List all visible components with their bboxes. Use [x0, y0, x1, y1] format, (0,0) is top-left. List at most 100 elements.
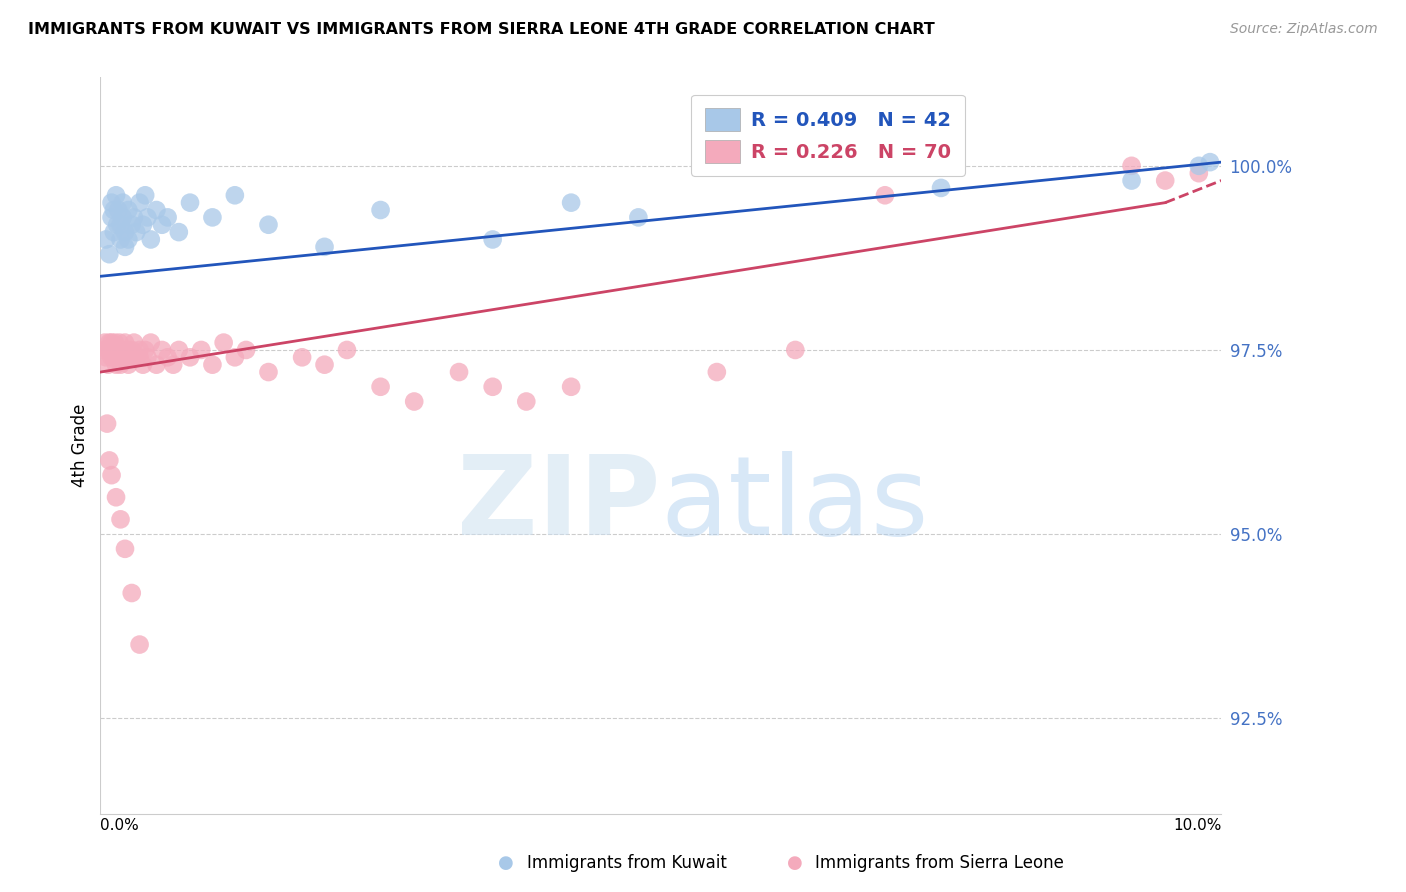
Point [1199, 155, 1222, 169]
Point [117, 232, 139, 246]
Point [110, 343, 132, 357]
Point [224, 188, 246, 202]
Text: atlas: atlas [661, 451, 929, 558]
Point [128, 638, 150, 652]
Text: Source: ZipAtlas.com: Source: ZipAtlas.com [1230, 22, 1378, 37]
Point [314, 240, 336, 254]
Point [627, 211, 650, 225]
Point [150, 218, 173, 232]
Point [1188, 166, 1211, 180]
Point [201, 211, 224, 225]
Point [1154, 173, 1177, 187]
Point [121, 218, 143, 232]
Point [98, 247, 121, 261]
Point [110, 232, 132, 246]
Point [481, 232, 503, 246]
Point [257, 365, 280, 379]
Point [224, 351, 246, 365]
Point [110, 512, 132, 526]
Point [132, 358, 155, 372]
Point [103, 343, 125, 357]
Point [706, 365, 728, 379]
Point [122, 335, 145, 350]
Point [96, 417, 118, 431]
Point [156, 211, 179, 225]
Point [314, 358, 336, 372]
Point [139, 335, 162, 350]
Point [125, 225, 148, 239]
Point [257, 218, 280, 232]
Point [103, 225, 125, 239]
Point [114, 225, 136, 239]
Point [117, 343, 139, 357]
Point [162, 358, 184, 372]
Point [125, 351, 148, 365]
Point [128, 343, 150, 357]
Point [107, 202, 129, 217]
Point [145, 202, 167, 217]
Point [100, 351, 122, 365]
Point [100, 195, 122, 210]
Text: ZIP: ZIP [457, 451, 661, 558]
Point [873, 188, 896, 202]
Point [108, 335, 131, 350]
Point [447, 365, 470, 379]
Point [179, 351, 201, 365]
Point [481, 380, 503, 394]
Point [291, 351, 314, 365]
Point [139, 232, 162, 246]
Point [128, 195, 150, 210]
Point [560, 195, 582, 210]
Point [100, 468, 122, 483]
Point [103, 202, 125, 217]
Point [107, 351, 129, 365]
Point [145, 358, 167, 372]
Point [134, 188, 156, 202]
Point [190, 343, 212, 357]
Point [201, 358, 224, 372]
Point [100, 211, 122, 225]
Point [156, 351, 179, 365]
Point [121, 351, 143, 365]
Point [93, 343, 115, 357]
Point [114, 240, 136, 254]
Point [105, 358, 128, 372]
Point [136, 351, 159, 365]
Point [235, 343, 257, 357]
Point [136, 211, 159, 225]
Point [121, 586, 143, 600]
Point [111, 195, 134, 210]
Point [1188, 159, 1211, 173]
Point [1121, 173, 1143, 187]
Point [98, 343, 121, 357]
Point [105, 218, 128, 232]
Point [94, 351, 117, 365]
Point [560, 380, 582, 394]
Point [117, 202, 139, 217]
Text: IMMIGRANTS FROM KUWAIT VS IMMIGRANTS FROM SIERRA LEONE 4TH GRADE CORRELATION CHA: IMMIGRANTS FROM KUWAIT VS IMMIGRANTS FRO… [28, 22, 935, 37]
Point [1121, 159, 1143, 173]
Point [96, 343, 118, 357]
Point [98, 335, 121, 350]
Text: 0.0%: 0.0% [100, 818, 139, 832]
Point [212, 335, 235, 350]
Point [167, 225, 190, 239]
Y-axis label: 4th Grade: 4th Grade [72, 404, 89, 487]
Point [105, 490, 128, 504]
Point [929, 181, 952, 195]
Point [117, 358, 139, 372]
Point [128, 351, 150, 365]
Point [114, 351, 136, 365]
Point [110, 358, 132, 372]
Point [370, 380, 392, 394]
Point [122, 211, 145, 225]
Point [100, 343, 122, 357]
Point [105, 343, 128, 357]
Point [104, 335, 127, 350]
Point [105, 188, 128, 202]
Point [111, 343, 134, 357]
Point [150, 343, 173, 357]
Legend: R = 0.409   N = 42, R = 0.226   N = 70: R = 0.409 N = 42, R = 0.226 N = 70 [690, 95, 965, 177]
Point [132, 218, 155, 232]
Point [103, 351, 125, 365]
